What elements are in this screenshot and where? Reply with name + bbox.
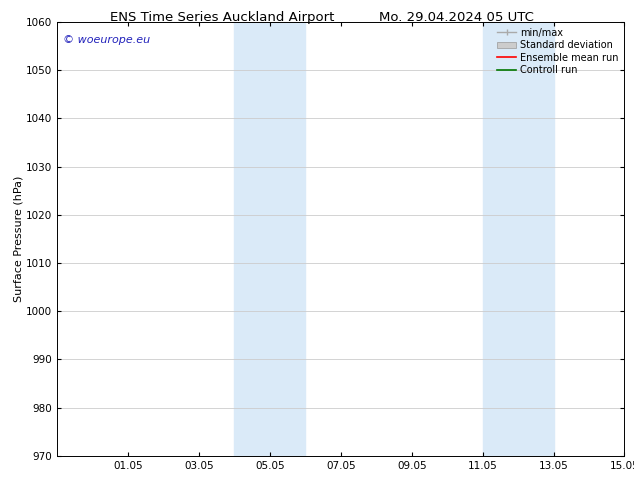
Text: © woeurope.eu: © woeurope.eu xyxy=(63,35,150,45)
Legend: min/max, Standard deviation, Ensemble mean run, Controll run: min/max, Standard deviation, Ensemble me… xyxy=(494,25,621,78)
Bar xyxy=(482,22,553,456)
Text: ENS Time Series Auckland Airport: ENS Time Series Auckland Airport xyxy=(110,11,334,24)
Y-axis label: Surface Pressure (hPa): Surface Pressure (hPa) xyxy=(13,176,23,302)
Bar xyxy=(235,22,306,456)
Text: Mo. 29.04.2024 05 UTC: Mo. 29.04.2024 05 UTC xyxy=(379,11,534,24)
